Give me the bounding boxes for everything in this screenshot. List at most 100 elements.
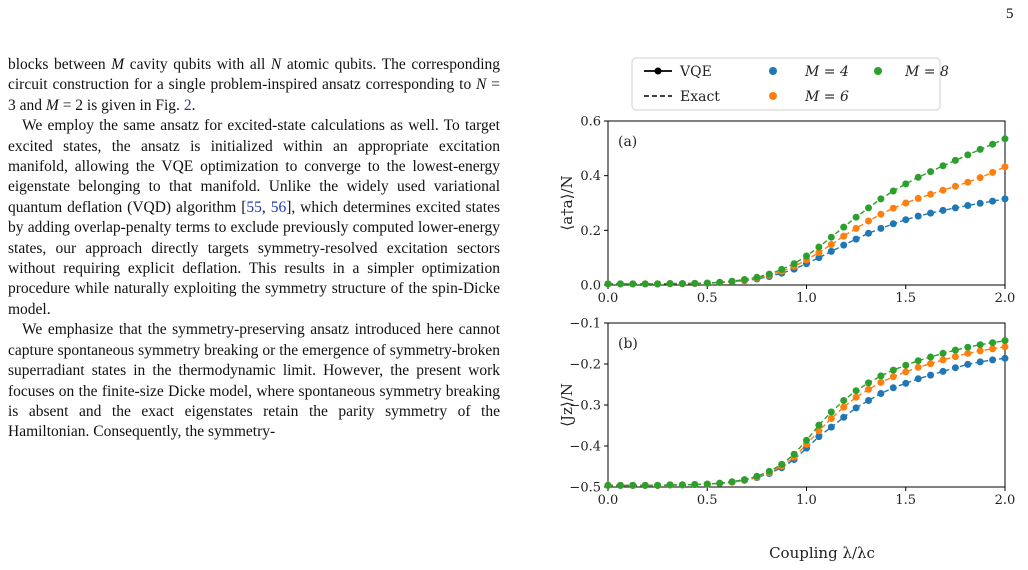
data-point <box>852 213 860 221</box>
text-run: cavity qubits with all <box>124 56 271 73</box>
data-point <box>616 280 624 288</box>
data-point <box>964 349 972 357</box>
y-tick-label: −0.2 <box>569 358 601 373</box>
data-point <box>852 224 860 232</box>
data-point <box>889 204 897 212</box>
data-point <box>852 387 860 395</box>
figure-plot: VQE Exact M = 4 M = 6 M = 8 0.0 0.5 1.0 1.5… <box>560 57 1016 562</box>
data-point <box>914 173 922 181</box>
data-point <box>939 367 947 375</box>
data-point <box>865 204 872 212</box>
data-point <box>902 180 910 188</box>
data-point <box>989 339 997 347</box>
data-point <box>1001 337 1009 345</box>
data-point <box>927 168 935 176</box>
data-point <box>852 404 860 412</box>
data-point <box>989 197 997 205</box>
data-point <box>964 178 972 186</box>
data-point <box>914 363 922 371</box>
data-point <box>939 186 947 194</box>
data-point <box>1001 163 1009 171</box>
legend-m4-marker <box>769 67 777 75</box>
data-point <box>790 450 798 458</box>
data-point <box>629 280 637 288</box>
data-point <box>741 476 748 484</box>
data-point <box>902 216 910 224</box>
panel-a: 0.0 0.5 1.0 1.5 2.0 0.0 0.2 0.4 0.6 (a) ⟨a†a⟩/N <box>560 115 1015 307</box>
data-point <box>951 346 959 354</box>
data-point <box>889 373 897 381</box>
data-point <box>741 276 748 283</box>
math-symbol: N <box>476 76 487 94</box>
data-point <box>989 168 997 176</box>
data-point <box>951 353 959 361</box>
y-tick-label: 0.4 <box>580 169 601 184</box>
text-run: We employ the same ansatz for excited-st… <box>8 117 500 216</box>
data-point <box>939 349 947 357</box>
x-tick-label: 1.5 <box>895 493 916 508</box>
data-point <box>877 378 885 386</box>
data-point <box>927 371 935 379</box>
data-point <box>989 140 997 148</box>
data-point <box>964 202 972 209</box>
data-point <box>840 241 848 249</box>
data-point <box>865 229 872 237</box>
data-point <box>902 379 910 387</box>
y-axis-label: ⟨Jz⟩/N <box>560 383 576 427</box>
paragraph-1: blocks between M cavity qubits with all … <box>8 55 500 116</box>
figure-reference-link[interactable]: 2 <box>183 96 192 114</box>
y-axis-label: ⟨a†a⟩/N <box>560 175 576 230</box>
data-point <box>976 199 984 207</box>
data-point <box>654 280 662 288</box>
data-point <box>840 223 848 231</box>
x-tick-label: 0.5 <box>697 493 718 508</box>
legend-exact-label: Exact <box>680 89 720 105</box>
y-tick-label: −0.3 <box>569 399 601 414</box>
x-tick-label: 2.0 <box>995 291 1016 306</box>
data-point <box>840 397 848 404</box>
data-point <box>852 235 860 243</box>
legend-vqe-label: VQE <box>679 64 712 80</box>
data-point <box>927 353 935 361</box>
text-run: atomic qubits. The corresponding circuit… <box>8 56 500 94</box>
data-point <box>877 224 885 232</box>
panel-label: (a) <box>618 134 637 150</box>
x-tick-label: 1.5 <box>895 291 916 306</box>
data-point <box>902 361 910 369</box>
x-tick-label: 2.0 <box>995 493 1016 508</box>
data-point <box>976 347 984 355</box>
data-point <box>666 481 674 489</box>
data-point <box>951 156 959 164</box>
paragraph-3: We emphasize that the symmetry-preservin… <box>8 320 500 442</box>
legend-m8-label: M = 8 <box>904 64 949 80</box>
y-tick-label: 0.6 <box>580 115 601 130</box>
data-point <box>678 481 686 489</box>
data-point <box>765 467 773 475</box>
data-point <box>827 233 835 241</box>
data-point <box>815 421 823 429</box>
data-point <box>939 206 947 214</box>
panel-label: (b) <box>618 336 638 352</box>
data-point <box>914 375 922 383</box>
data-point <box>902 368 910 376</box>
data-point <box>840 403 848 411</box>
data-point <box>716 278 724 286</box>
data-point <box>1001 195 1009 203</box>
data-point <box>951 204 959 212</box>
x-tick-label: 0.0 <box>598 493 619 508</box>
data-point <box>877 372 885 380</box>
data-point <box>976 341 984 349</box>
data-point <box>951 182 959 190</box>
data-point <box>840 232 848 240</box>
citation-link[interactable]: 55 <box>246 198 262 216</box>
data-point <box>716 479 724 487</box>
citation-link[interactable]: 56 <box>270 198 287 216</box>
data-point <box>803 252 810 260</box>
data-point <box>654 481 662 489</box>
data-point <box>691 279 699 287</box>
x-tick-label: 1.0 <box>796 291 817 306</box>
data-point <box>641 481 649 489</box>
math-symbol: M <box>45 96 59 114</box>
data-point <box>889 220 897 228</box>
data-point <box>976 145 984 153</box>
